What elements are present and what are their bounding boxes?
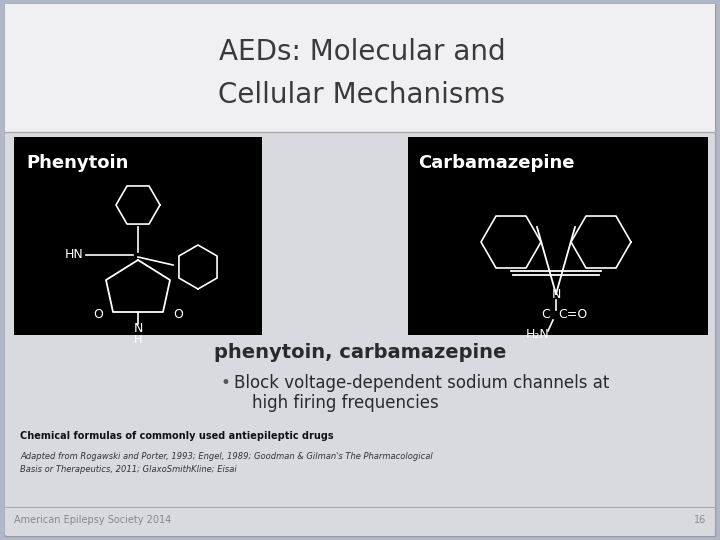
Text: C: C [541, 307, 550, 321]
Text: American Epilepsy Society 2014: American Epilepsy Society 2014 [14, 515, 171, 525]
Text: Chemical formulas of commonly used antiepileptic drugs: Chemical formulas of commonly used antie… [20, 431, 333, 441]
Text: phenytoin, carbamazepine: phenytoin, carbamazepine [214, 343, 506, 362]
Text: O: O [173, 307, 183, 321]
Text: Adapted from Rogawski and Porter, 1993; Engel, 1989; Goodman & Gilman's The Phar: Adapted from Rogawski and Porter, 1993; … [20, 452, 433, 474]
Text: C=O: C=O [558, 307, 588, 321]
Text: Cellular Mechanisms: Cellular Mechanisms [218, 81, 505, 109]
Text: O: O [93, 307, 103, 321]
Text: AEDs: Molecular and: AEDs: Molecular and [219, 38, 505, 66]
Bar [5, 4, 715, 132]
Text: N: N [552, 287, 561, 300]
Text: 16: 16 [694, 515, 706, 525]
Text: Phenytoin: Phenytoin [26, 154, 128, 172]
Text: •: • [220, 374, 230, 392]
Text: H: H [134, 335, 142, 345]
Text: H₂N: H₂N [526, 327, 550, 341]
Text: N: N [133, 321, 143, 334]
Text: Carbamazepine: Carbamazepine [418, 154, 575, 172]
Bar [14, 137, 262, 335]
Text: HN: HN [64, 248, 83, 261]
Bar [5, 133, 715, 535]
Text: Block voltage-dependent sodium channels at: Block voltage-dependent sodium channels … [234, 374, 609, 392]
Bar [408, 137, 708, 335]
Text: high firing frequencies: high firing frequencies [252, 394, 438, 412]
